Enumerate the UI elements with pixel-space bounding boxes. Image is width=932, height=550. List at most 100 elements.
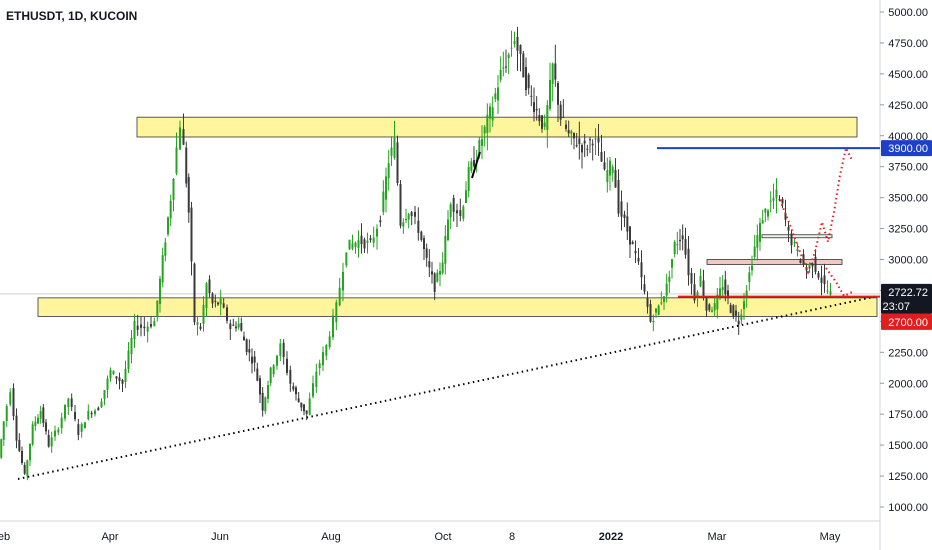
y-tick-label: 3000.00	[888, 255, 928, 267]
candle-body	[687, 248, 690, 276]
candle-body	[433, 273, 436, 292]
candle-body	[84, 422, 86, 429]
candle-body	[338, 287, 341, 306]
y-tick-label: 4500.00	[888, 69, 928, 81]
candle-body	[769, 200, 772, 202]
candle-body	[57, 429, 60, 433]
candle-body	[2, 421, 5, 440]
candle-body	[702, 280, 705, 297]
candle-body	[94, 410, 96, 415]
candle-body	[609, 160, 611, 176]
candle-body	[185, 147, 188, 184]
upper-resistance-zone	[136, 116, 858, 138]
candle-body	[431, 271, 433, 275]
candle-body	[640, 262, 643, 278]
candle-body	[767, 210, 769, 217]
candle-body	[407, 214, 410, 220]
candle-body	[393, 137, 396, 158]
candle-body	[292, 386, 295, 390]
candle-body	[322, 351, 324, 366]
candle-body	[470, 161, 473, 171]
candle-body	[478, 140, 481, 156]
candle-body	[652, 320, 655, 323]
candle-body	[328, 336, 331, 348]
candle-body	[214, 300, 217, 302]
candle-body	[237, 323, 240, 328]
candle-body	[382, 191, 385, 213]
candle-body	[732, 305, 735, 317]
candle-body	[360, 235, 363, 245]
candle-body	[348, 239, 351, 250]
candle-body	[423, 238, 425, 250]
candle-body	[559, 104, 562, 120]
candle-body	[751, 265, 753, 271]
candle-body	[390, 147, 393, 156]
x-tick-label: Mar	[708, 531, 727, 543]
candle-body	[156, 300, 159, 318]
candle-body	[796, 249, 799, 252]
candle-body	[634, 250, 637, 254]
candle-body	[805, 267, 808, 271]
candle-body	[462, 206, 465, 219]
candle-body	[787, 226, 790, 231]
candle-body	[70, 398, 73, 408]
candle-body	[562, 116, 565, 118]
candle-body	[494, 93, 497, 100]
candle-body	[425, 248, 428, 258]
candle-body	[522, 53, 525, 78]
candle-body	[497, 87, 499, 101]
candle-body	[366, 240, 369, 243]
candle-body	[143, 326, 146, 329]
candle-body	[133, 320, 136, 340]
candle-body	[363, 239, 366, 249]
candle-body	[643, 284, 646, 292]
current-price-text: 2722.72	[888, 287, 928, 299]
candle-body	[308, 398, 311, 415]
candle-body	[606, 170, 609, 183]
candle-body	[67, 398, 70, 408]
candle-body	[538, 115, 541, 122]
candle-body	[379, 220, 382, 223]
candle-body	[565, 124, 567, 129]
candle-body	[179, 127, 181, 150]
candle-body	[489, 106, 491, 119]
candle-body	[617, 180, 620, 214]
candle-body	[29, 443, 31, 461]
price-badges: 3900.00 2722.72 23:07 2700.00	[881, 140, 932, 330]
candle-body	[211, 293, 214, 304]
candle-body	[753, 246, 756, 257]
candle-body	[18, 439, 21, 451]
candle-body	[45, 422, 47, 432]
candle-body	[459, 210, 462, 216]
candle-body	[499, 69, 502, 80]
candle-body	[823, 275, 826, 285]
candle-body	[620, 201, 623, 217]
candle-body	[332, 315, 334, 338]
candle-body	[573, 132, 575, 139]
candle-body	[820, 277, 823, 283]
candle-body	[182, 129, 185, 145]
candle-body	[699, 275, 702, 287]
candle-body	[121, 379, 124, 384]
candle-body	[130, 337, 133, 355]
candle-body	[441, 262, 444, 273]
candle-body	[679, 239, 681, 242]
x-axis: eb Apr Jun Aug Oct 8 2022 Mar May	[0, 531, 841, 543]
candle-body	[436, 272, 439, 282]
candle-body	[447, 219, 449, 241]
candle-body	[505, 66, 507, 68]
candle-body	[0, 439, 3, 458]
candle-body	[655, 308, 657, 313]
candle-body	[193, 263, 196, 323]
candle-body	[481, 139, 483, 146]
candle-body	[269, 367, 272, 384]
candle-body	[23, 464, 26, 474]
candle-body	[303, 404, 305, 412]
y-tick-label: 2000.00	[888, 378, 928, 390]
y-tick-label: 3750.00	[888, 162, 928, 174]
candle-body	[39, 411, 42, 419]
candle-body	[12, 388, 15, 417]
candle-body	[264, 397, 267, 412]
candle-body	[261, 392, 264, 411]
